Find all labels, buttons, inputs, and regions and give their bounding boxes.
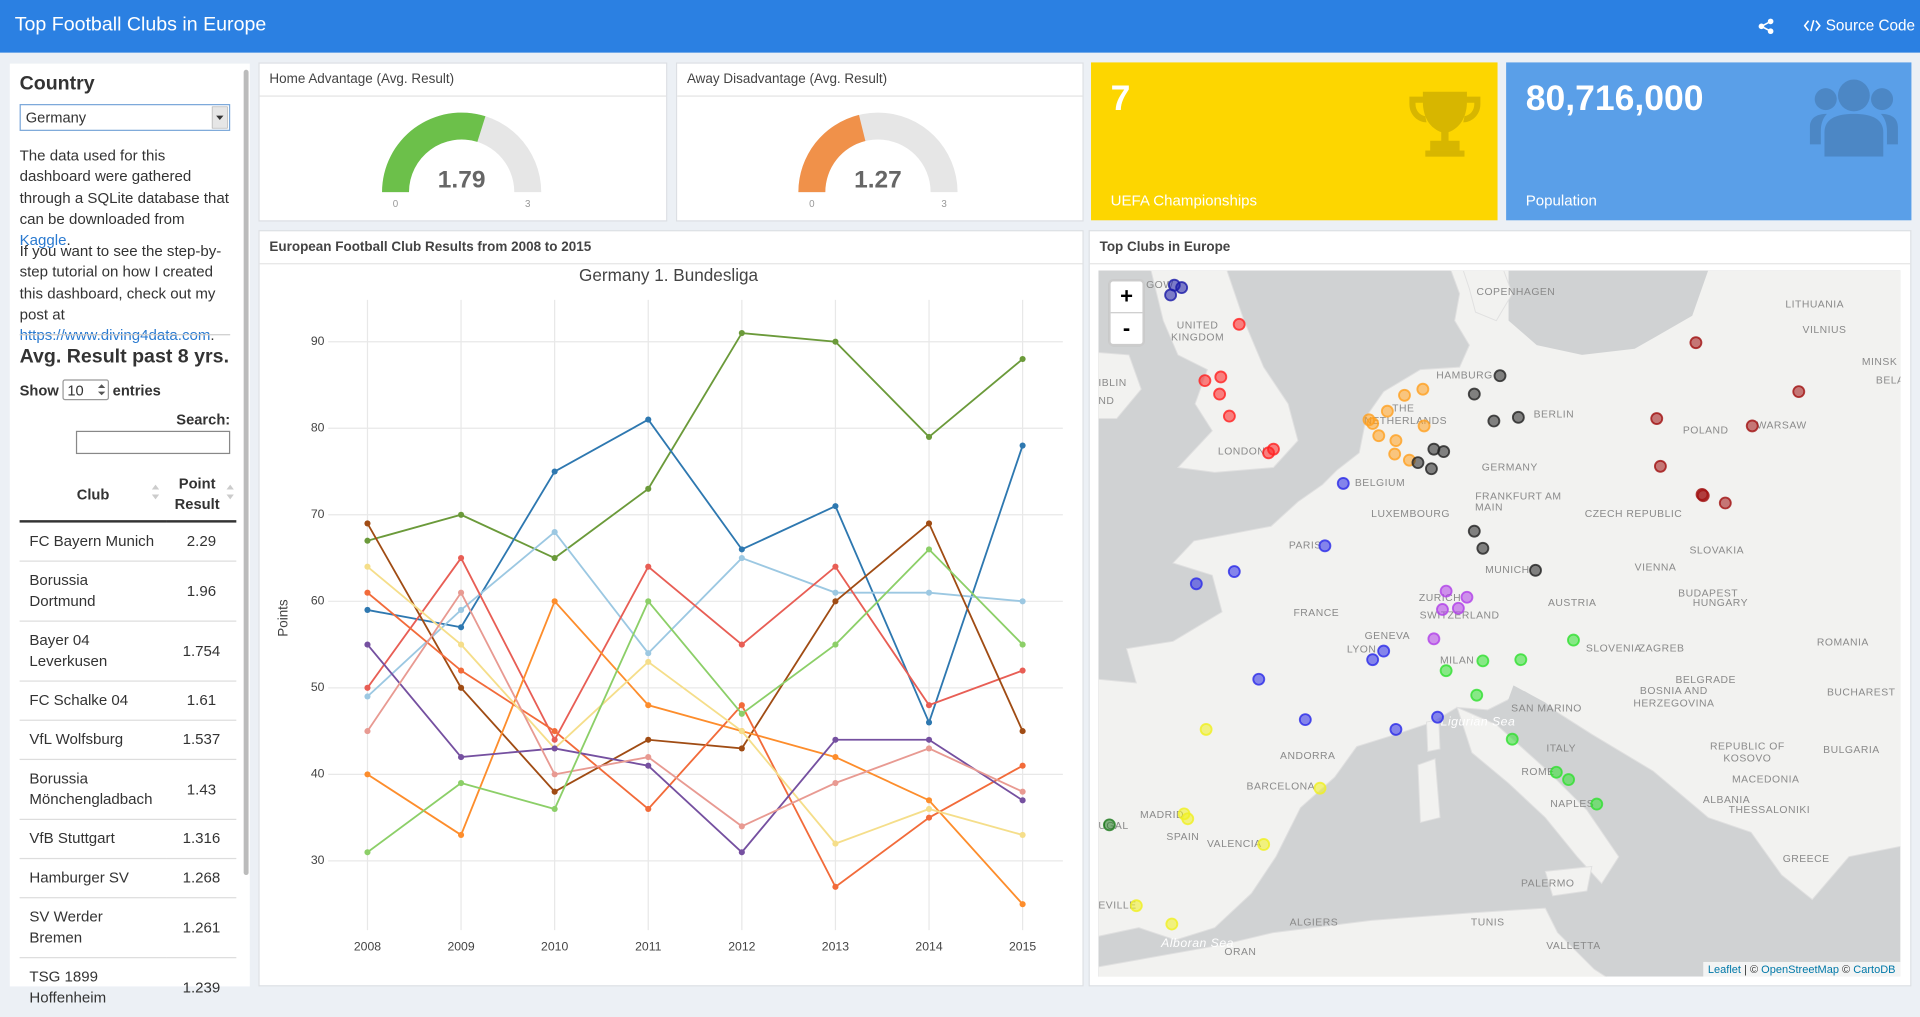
entries-label: entries <box>112 381 161 399</box>
share-icon[interactable] <box>1758 18 1774 35</box>
result-cell: 1.537 <box>166 719 237 760</box>
result-cell: 1.261 <box>166 897 237 958</box>
value-box: 7 UEFA Championships <box>1091 62 1498 221</box>
table-row: TSG 1899 Hoffenheim 1.239 <box>19 957 237 1017</box>
club-heading: Club <box>76 485 110 503</box>
club-cell: Bayer 04 Leverkusen <box>19 620 167 682</box>
result-heading: Point Result <box>174 474 220 513</box>
result-cell: 1.754 <box>166 620 237 682</box>
value-box-label: Population <box>1525 192 1597 210</box>
table-row: Bayer 04 Leverkusen 1.754 <box>19 620 237 682</box>
value-box-label: UEFA Championships <box>1110 192 1258 210</box>
result-cell: 1.316 <box>166 818 237 859</box>
country-label: Country <box>19 73 95 95</box>
country-select[interactable]: Germany <box>19 104 231 131</box>
header-result[interactable]: Point Result <box>166 468 237 523</box>
header-club[interactable]: Club <box>19 468 167 523</box>
table-title: Avg. Result past 8 yrs. <box>19 346 230 368</box>
table-body: FC Bayern Munich 2.29 Borussia Dortmund 1.9… <box>19 520 237 1017</box>
table-row: Borussia Dortmund 1.96 <box>19 560 237 622</box>
results-table: Club Point Result FC Bayern Munich 2.29 Bo… <box>19 468 237 1017</box>
blog-link[interactable]: https://www.diving4data.com <box>19 327 211 345</box>
attribution-link[interactable]: Leaflet <box>1707 963 1741 976</box>
show-label: Show <box>19 381 59 399</box>
map-panel: Top Clubs in Europe <box>1088 230 1912 987</box>
club-cell: VfL Wolfsburg <box>19 719 167 760</box>
value-box-value: 80,716,000 <box>1525 79 1704 119</box>
panel-title: Home Advantage (Avg. Result) <box>259 64 667 97</box>
club-cell: TSG 1899 Hoffenheim <box>19 957 167 1017</box>
length-control: Show 10 entries <box>19 379 161 401</box>
result-cell: 1.268 <box>166 857 237 898</box>
zoom-control: + - <box>1108 279 1145 347</box>
table-row: Borussia Mönchengladbach 1.43 <box>19 758 237 820</box>
chart-panel: European Football Club Results from 2008… <box>258 230 1084 987</box>
sidebar: Country Germany The data used for this d… <box>9 63 250 1017</box>
select-arrow <box>211 106 228 129</box>
result-cell: 1.61 <box>166 680 237 721</box>
intro-body: The data used for this dashboard were ga… <box>19 146 229 228</box>
code-icon <box>1803 19 1821 32</box>
divider <box>19 334 231 336</box>
search-input[interactable] <box>75 430 231 455</box>
page-length: 10 <box>67 381 84 399</box>
club-cell: SV Werder Bremen <box>19 897 167 958</box>
panel-title: Away Disadvantage (Avg. Result) <box>677 64 1083 97</box>
page-length-select[interactable]: 10 <box>62 379 109 401</box>
gauge-panel: Away Disadvantage (Avg. Result) <box>675 62 1084 222</box>
gauge-panel: Home Advantage (Avg. Result) <box>258 62 668 222</box>
result-cell: 1.96 <box>166 560 237 622</box>
table-row: SV Werder Bremen 1.261 <box>19 897 237 958</box>
scrollbar <box>243 69 249 876</box>
club-cell: FC Bayern Munich <box>19 520 167 562</box>
panel-title: Top Clubs in Europe <box>1089 231 1911 265</box>
trophy-icon <box>1409 91 1481 157</box>
result-cell: 1.239 <box>166 957 237 1017</box>
sort-icon <box>226 484 234 500</box>
club-cell: Borussia Mönchengladbach <box>19 758 167 820</box>
country-value: Germany <box>25 108 87 127</box>
intro-end: . <box>66 231 71 249</box>
table-row: FC Bayern Munich 2.29 <box>19 520 237 562</box>
tutorial-text: If you want to see the step-by-step tuto… <box>20 241 236 347</box>
table-row: VfL Wolfsburg 1.537 <box>19 719 237 760</box>
intro-text: The data used for this dashboard were ga… <box>20 146 236 252</box>
source-code-link[interactable]: Source Code <box>1803 17 1916 35</box>
result-cell: 1.43 <box>166 758 237 820</box>
zoom-out[interactable]: - <box>1122 315 1131 341</box>
value-box: 80,716,000 Population <box>1506 62 1912 221</box>
attribution-text: | © <box>1740 963 1762 976</box>
spin-arrows <box>97 384 106 396</box>
attribution-link[interactable]: CartoDB <box>1853 963 1896 976</box>
tutorial-end: . <box>210 327 215 345</box>
source-code-text: Source Code <box>1825 17 1916 35</box>
attribution-link[interactable]: OpenStreetMap <box>1761 963 1839 976</box>
search-label: Search: <box>176 411 231 429</box>
attribution-text: © <box>1838 963 1854 976</box>
club-cell: FC Schalke 04 <box>19 680 167 721</box>
tutorial-body: If you want to see the step-by-step tuto… <box>19 242 222 323</box>
table-row: FC Schalke 04 1.61 <box>19 680 237 721</box>
table-row: VfB Stuttgart 1.316 <box>19 818 237 859</box>
app-title: Top Football Clubs in Europe <box>14 14 267 36</box>
club-cell: Hamburger SV <box>19 857 167 898</box>
panel-title: European Football Club Results from 2008… <box>259 231 1083 265</box>
table-row: Hamburger SV 1.268 <box>19 857 237 898</box>
kaggle-link[interactable]: Kaggle <box>19 231 67 249</box>
value-box-value: 7 <box>1110 79 1131 119</box>
club-cell: VfB Stuttgart <box>19 818 167 859</box>
attribution: Leaflet | © OpenStreetMap © CartoDB <box>1702 961 1901 977</box>
result-cell: 2.29 <box>166 520 237 562</box>
sort-icon <box>151 484 160 500</box>
club-cell: Borussia Dortmund <box>19 560 167 622</box>
header-bar: Top Football Clubs in Europe Source Code <box>0 0 1920 53</box>
zoom-in[interactable]: + <box>1110 281 1143 314</box>
users-icon <box>1809 79 1898 157</box>
